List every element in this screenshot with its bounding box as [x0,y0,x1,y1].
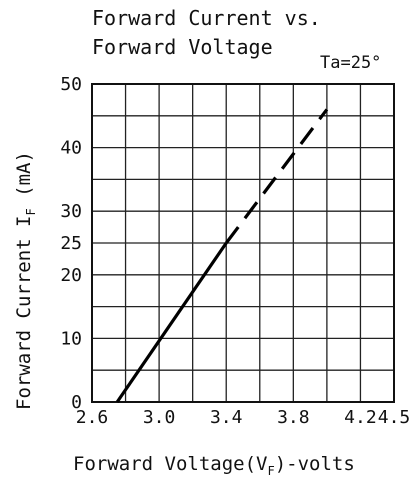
x-axis-label: Forward Voltage(VF)-volts [73,453,355,478]
y-axis-label-unit: (mA) [13,151,35,208]
x-tick-labels: 2.6 3.0 3.4 3.8 4.2 4.5 [76,407,411,428]
y-tick-label: 0 [71,392,82,413]
y-axis-label-sub: F [24,208,38,215]
x-axis-label-sub: F [267,464,274,478]
y-tick-label: 25 [60,233,82,254]
forward-current-curve-dashed [224,108,329,244]
chart-title-line-2: Forward Voltage [92,35,273,59]
x-tick-label: 3.8 [277,407,310,428]
x-tick-label: 3.4 [210,407,243,428]
chart-title-line-1: Forward Current vs. [92,6,321,30]
x-axis-label-unit: )-volts [275,453,355,475]
x-tick-label: 3.0 [143,407,176,428]
y-tick-label: 30 [60,201,82,222]
series-layer [115,108,329,403]
y-tick-label: 20 [60,265,82,286]
x-axis-label-main: Forward Voltage(V [73,453,267,475]
temperature-condition: Ta=25° [320,53,381,73]
grid [91,83,395,403]
x-tick-label: 4.5 [378,407,411,428]
y-tick-labels: 0 10 20 25 30 40 50 [60,74,82,413]
plot-frame [91,83,395,403]
y-axis-label: Forward Current IF (mA) [13,151,38,410]
y-tick-label: 10 [60,328,82,349]
x-tick-label: 4.2 [344,407,377,428]
x-tick-label: 2.6 [76,407,109,428]
y-tick-label: 40 [60,138,82,159]
y-tick-label: 50 [60,74,82,95]
y-axis-label-main: Forward Current I [13,216,35,410]
forward-current-curve-solid [115,242,228,403]
